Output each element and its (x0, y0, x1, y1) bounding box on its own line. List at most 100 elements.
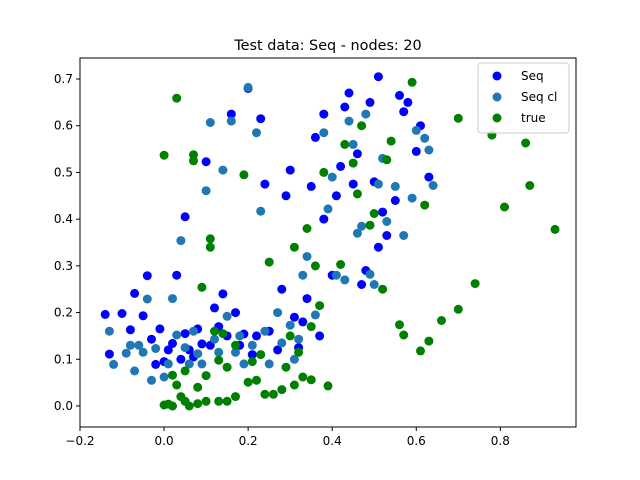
data-point (180, 212, 190, 222)
legend: Seq Seq cl true (477, 62, 570, 134)
data-point (424, 172, 434, 182)
legend-label: Seq cl (521, 90, 557, 104)
data-point (357, 280, 367, 289)
data-point (521, 138, 531, 148)
data-point (365, 220, 375, 230)
data-point (281, 191, 291, 201)
data-point (550, 224, 560, 234)
legend-entries: Seq Seq cl true (492, 69, 557, 125)
data-point (411, 146, 421, 156)
data-point (302, 252, 312, 261)
data-point (130, 366, 140, 376)
data-point (205, 234, 215, 244)
data-point (134, 340, 144, 350)
data-point (500, 202, 509, 212)
data-point (306, 322, 316, 332)
data-point (382, 231, 392, 240)
x-tick-label: 0.6 (407, 434, 426, 448)
data-point (125, 325, 135, 335)
data-point (197, 359, 207, 369)
data-point (260, 326, 270, 336)
legend-marker (492, 71, 502, 81)
data-point (222, 396, 232, 406)
data-point (264, 359, 274, 369)
data-point (159, 372, 169, 382)
data-point (361, 109, 371, 119)
data-point (365, 97, 375, 107)
data-point (138, 311, 148, 321)
data-point (344, 88, 354, 98)
data-point (197, 339, 207, 349)
data-point (289, 354, 299, 364)
data-point (243, 82, 253, 92)
y-tick-label: 0.7 (54, 72, 73, 86)
data-point (285, 331, 295, 341)
data-point (176, 354, 186, 364)
data-point (180, 366, 190, 376)
data-point (252, 375, 261, 385)
data-point (373, 72, 383, 82)
data-point (218, 165, 228, 175)
data-point (344, 116, 354, 126)
data-point (302, 224, 312, 233)
data-point (184, 359, 194, 369)
data-point (315, 301, 325, 311)
data-point (222, 362, 232, 372)
x-axis: −0.2 0.0 0.2 0.4 0.6 0.8 (65, 427, 510, 448)
data-point (247, 340, 257, 350)
data-point (163, 359, 173, 369)
data-point (378, 207, 388, 217)
data-point (395, 320, 404, 330)
data-point (151, 344, 161, 353)
data-point (348, 179, 358, 189)
y-tick-label: 0.1 (54, 352, 73, 366)
data-point (125, 340, 135, 350)
data-point (172, 380, 182, 390)
chart-title: Test data: Seq - nodes: 20 (233, 38, 421, 54)
data-point (138, 347, 148, 357)
y-axis: 0.0 0.1 0.2 0.3 0.4 0.5 0.6 0.7 (54, 72, 80, 413)
data-point (252, 331, 261, 341)
data-point (525, 181, 535, 190)
data-point (298, 270, 308, 280)
data-point (352, 189, 362, 199)
data-point (273, 308, 283, 318)
data-point (231, 392, 240, 402)
data-point (323, 204, 333, 214)
data-point (416, 346, 425, 356)
data-point (340, 102, 350, 112)
y-tick-label: 0.4 (54, 212, 73, 226)
data-point (197, 282, 207, 292)
data-point (319, 167, 329, 177)
data-point (121, 348, 131, 358)
data-point (306, 181, 316, 191)
data-point (407, 193, 417, 203)
data-point (298, 317, 308, 327)
data-point (277, 338, 287, 348)
data-point (306, 375, 316, 385)
data-point (159, 150, 169, 160)
data-point (369, 280, 379, 289)
data-point (226, 116, 236, 126)
data-point (310, 310, 320, 320)
legend-box (477, 62, 570, 134)
data-point (378, 284, 388, 294)
data-point (340, 139, 350, 149)
data-point (428, 181, 438, 190)
data-point (386, 136, 396, 146)
data-point (331, 270, 341, 280)
data-point (214, 355, 224, 365)
data-point (168, 294, 177, 304)
data-point (373, 179, 383, 189)
data-point (201, 396, 211, 406)
data-point (319, 109, 329, 119)
x-tick-label: −0.2 (65, 434, 94, 448)
data-point (399, 330, 409, 340)
series-true (159, 77, 560, 411)
data-point (104, 326, 114, 336)
data-point (399, 107, 409, 117)
data-point (268, 389, 278, 399)
data-point (310, 132, 320, 142)
data-point (180, 329, 190, 339)
